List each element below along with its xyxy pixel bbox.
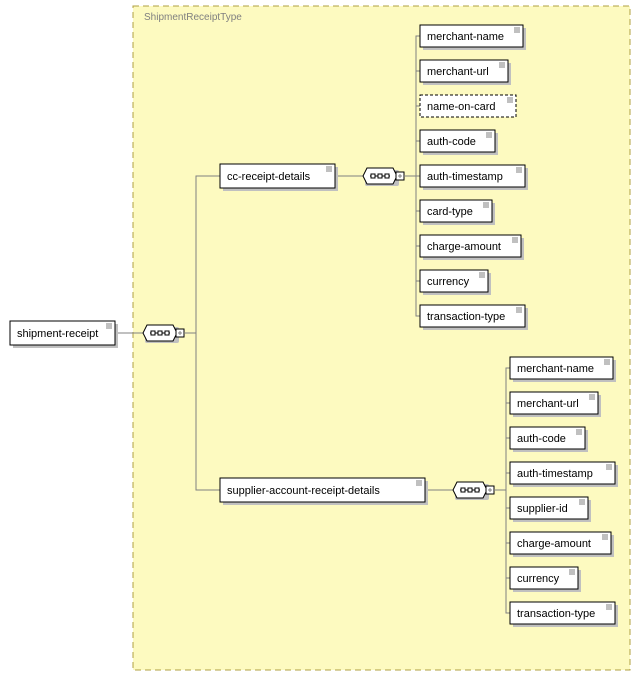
element-label: merchant-name: [427, 31, 504, 43]
seq-dot: [385, 174, 389, 178]
element-label: charge-amount: [427, 241, 501, 253]
element-label: currency: [517, 573, 560, 585]
seq-dot: [378, 174, 382, 178]
seq-dot: [158, 331, 162, 335]
element-label: auth-code: [427, 136, 476, 148]
element-label: shipment-receipt: [17, 328, 98, 340]
element-label: card-type: [427, 206, 473, 218]
seq-dot: [475, 488, 479, 492]
element-label: currency: [427, 276, 470, 288]
seq-dot: [165, 331, 169, 335]
seq-dot: [371, 174, 375, 178]
element-label: charge-amount: [517, 538, 591, 550]
seq-dot: [151, 331, 155, 335]
seq-dot: [468, 488, 472, 492]
element-label: merchant-url: [517, 398, 579, 410]
element-label: auth-code: [517, 433, 566, 445]
element-label: merchant-url: [427, 66, 489, 78]
element-label: merchant-name: [517, 363, 594, 375]
element-label: transaction-type: [517, 608, 595, 620]
element-label: supplier-account-receipt-details: [227, 485, 380, 497]
type-label: ShipmentReceiptType: [144, 12, 242, 23]
element-label: name-on-card: [427, 101, 495, 113]
element-label: auth-timestamp: [427, 171, 503, 183]
seq-dot: [461, 488, 465, 492]
element-label: supplier-id: [517, 503, 568, 515]
element-label: cc-receipt-details: [227, 171, 311, 183]
element-label: transaction-type: [427, 311, 505, 323]
element-label: auth-timestamp: [517, 468, 593, 480]
